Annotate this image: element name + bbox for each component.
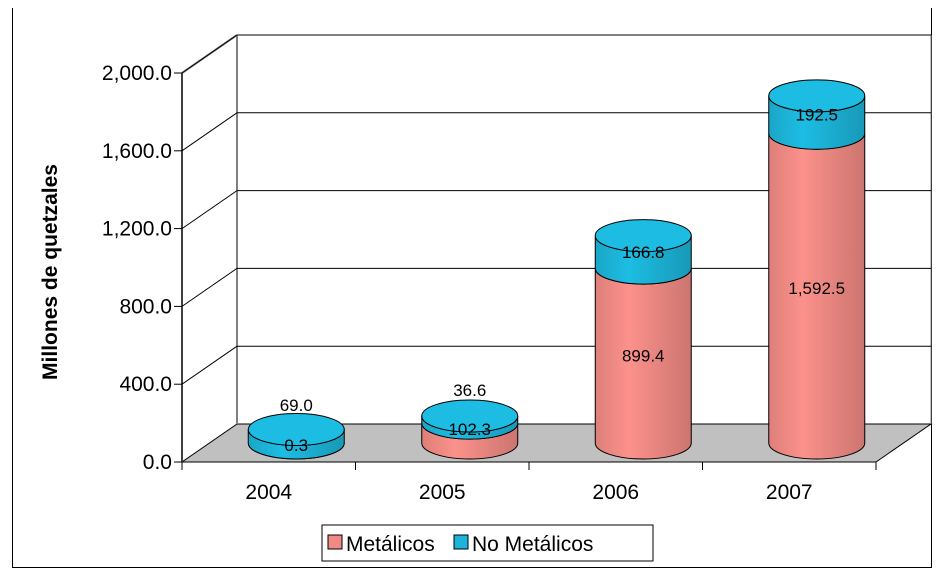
y-tick-label: 1,600.0 xyxy=(102,140,172,163)
bar-top-2007 xyxy=(768,79,866,113)
y-axis: 0.0 400.0 800.0 1,200.0 1,600.0 2,000.0 xyxy=(102,62,876,474)
data-labels: 0.3 69.0 102.3 36.6 899.4 166.8 1,592.5 192.5 xyxy=(280,106,845,455)
data-label-no-metalicos-2005: 36.6 xyxy=(453,381,486,400)
gridline-side xyxy=(181,190,238,230)
data-label-metalicos-2006: 899.4 xyxy=(622,347,665,366)
data-label-no-metalicos-2004: 69.0 xyxy=(280,396,313,415)
gridline-side xyxy=(181,345,238,385)
legend-swatch xyxy=(453,534,469,550)
data-label-no-metalicos-2006: 166.8 xyxy=(622,243,665,262)
gridline-side xyxy=(181,34,238,74)
x-tick-label: 2007 xyxy=(766,481,813,504)
x-tick-label: 2005 xyxy=(419,481,466,504)
x-tick-label: 2004 xyxy=(245,481,292,504)
data-label-metalicos-2007: 1,592.5 xyxy=(788,279,845,298)
bars xyxy=(247,79,866,460)
y-tick-label: 800.0 xyxy=(119,295,172,318)
x-axis: 2004 2005 2006 2007 xyxy=(181,462,877,504)
gridline-side xyxy=(181,267,238,307)
legend-label: No Metálicos xyxy=(472,533,593,556)
legend-label: Metálicos xyxy=(346,533,435,556)
data-label-no-metalicos-2007: 192.5 xyxy=(795,106,838,125)
data-label-metalicos-2005: 102.3 xyxy=(448,420,491,439)
legend: Metálicos No Metálicos xyxy=(321,524,654,562)
data-label-metalicos-2004: 0.3 xyxy=(284,436,308,455)
y-tick-label: 400.0 xyxy=(119,373,172,396)
gridline-side xyxy=(181,112,238,152)
y-axis-title: Millones de quetzales xyxy=(39,164,62,380)
y-tick-label: 0.0 xyxy=(143,451,172,474)
y-tick-label: 1,200.0 xyxy=(102,218,172,241)
bar-top-2004 xyxy=(247,413,345,447)
legend-swatch xyxy=(327,534,343,550)
bar-top-2005 xyxy=(421,399,519,433)
x-tick-label: 2006 xyxy=(592,481,639,504)
y-tick-label: 2,000.0 xyxy=(102,62,172,85)
bar-top-2006 xyxy=(594,219,692,253)
legend-box xyxy=(321,524,654,562)
